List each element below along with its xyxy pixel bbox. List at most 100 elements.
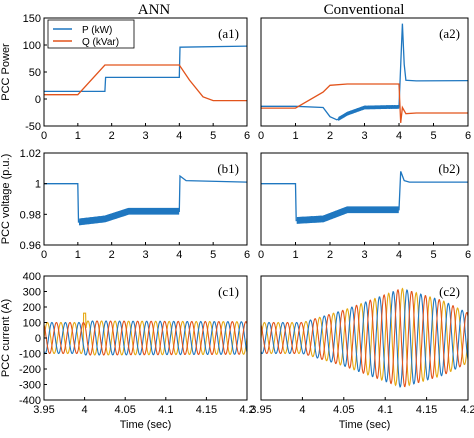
x-tick-label: 6 [244, 249, 250, 261]
x-tick-label: 5 [210, 130, 216, 142]
x-tick-label: 3 [361, 249, 367, 261]
x-tick-label: 5 [430, 249, 436, 261]
data-c1 [44, 312, 247, 356]
data-a1 [44, 45, 247, 102]
voltage-ripple-band [78, 207, 180, 226]
y-tick-label: 1.02 [20, 148, 41, 160]
y-tick-label: 0 [35, 333, 41, 345]
x-tick-label: 4 [82, 404, 88, 416]
x-tick-label: 1 [292, 130, 298, 142]
x-axis-label: Time (sec) [120, 419, 172, 431]
x-tick-label: 2 [327, 249, 333, 261]
data-b1 [44, 174, 247, 226]
y-axis-label: PCC Power [0, 43, 12, 101]
phase-blue-line [44, 320, 247, 356]
phase-yellow-line [261, 287, 468, 387]
series-line-p [261, 23, 468, 121]
x-tick-label: 4 [176, 249, 182, 261]
phase-orange-line [44, 320, 247, 356]
y-tick-label: -50 [25, 121, 41, 133]
panel-label: (b2) [438, 161, 460, 176]
x-tick-label: 4.1 [378, 404, 393, 416]
x-axis-label: Time (sec) [339, 419, 391, 431]
axes-frame [260, 152, 469, 246]
y-tick-label: 200 [23, 302, 41, 314]
legend-entry: P (kW) [82, 25, 112, 36]
x-tick-label: 6 [244, 130, 250, 142]
y-tick-label: 0.98 [20, 209, 41, 221]
y-tick-label: 1 [35, 179, 41, 191]
x-tick-label: 4 [396, 249, 402, 261]
phase-blue-line [261, 289, 468, 388]
x-tick-label: 4.2 [460, 404, 474, 416]
x-tick-label: 3 [142, 130, 148, 142]
panel-label: (b1) [217, 161, 239, 176]
y-tick-label: 100 [23, 40, 41, 52]
x-tick-label: 4 [396, 130, 402, 142]
data-b2 [261, 171, 468, 224]
y-tick-label: -300 [19, 380, 41, 392]
x-tick-label: 3.95 [33, 404, 54, 416]
x-tick-label: 5 [210, 249, 216, 261]
power-ripple-band [338, 104, 400, 121]
data-a2 [261, 23, 468, 123]
y-tick-label: 300 [23, 287, 41, 299]
x-tick-label: 1 [292, 249, 298, 261]
x-tick-label: 4.1 [158, 404, 173, 416]
series-line-0 [44, 174, 247, 223]
x-tick-label: 6 [465, 249, 471, 261]
panel-label: (a2) [439, 26, 460, 41]
x-tick-label: 4 [299, 404, 305, 416]
y-tick-label: 0.96 [20, 240, 41, 252]
x-tick-label: 2 [109, 249, 115, 261]
y-tick-label: 50 [29, 67, 41, 79]
panel-label: (a1) [218, 26, 239, 41]
x-tick-label: 4.2 [239, 404, 254, 416]
y-tick-label: -400 [19, 395, 41, 407]
panel-label: (c1) [218, 284, 239, 299]
column-title-ann: ANN [138, 2, 171, 18]
legend-entry: Q (kVar) [82, 37, 119, 48]
data-c2 [261, 287, 468, 388]
x-tick-label: 3.95 [250, 404, 271, 416]
panel-c2: 3.95 4 4.05 4.1 4.15 4.2 (c2) Time (sec) [250, 275, 474, 431]
x-tick-label: 4 [176, 130, 182, 142]
panel-b2: 0 1 2 3 4 5 6 (b2) [258, 152, 471, 261]
panel-label: (c2) [439, 284, 460, 299]
panel-c1: 3.95 4 4.05 4.1 4.15 4.2 -400 -300 -200 -100 0 100 2… [0, 271, 255, 431]
series-line-q [261, 83, 468, 123]
x-tick-label: 4.15 [196, 404, 217, 416]
x-tick-label: 1 [75, 249, 81, 261]
series-line-q [44, 64, 247, 102]
y-tick-label: 400 [23, 271, 41, 283]
x-tick-label: 2 [109, 130, 115, 142]
legend-box [47, 19, 135, 49]
phase-orange-line [261, 289, 468, 388]
y-axis-label: PCC current (A) [0, 299, 12, 377]
column-title-conventional: Conventional [324, 2, 405, 18]
y-tick-label: 0 [35, 94, 41, 106]
x-tick-label: 4.05 [114, 404, 135, 416]
axes-frame [260, 275, 469, 401]
panel-b1: 0 1 2 3 4 5 6 0.96 0.98 1 1.02 (b1) PCC voltage (p.u… [0, 148, 250, 261]
x-tick-label: 6 [465, 130, 471, 142]
x-tick-label: 2 [327, 130, 333, 142]
y-tick-label: -200 [19, 364, 41, 376]
y-tick-label: 150 [23, 13, 41, 25]
x-tick-label: 3 [142, 249, 148, 261]
x-tick-label: 0 [258, 249, 264, 261]
panel-a2: 0 1 2 3 4 5 6 (a2) [258, 17, 471, 142]
x-tick-label: 0 [258, 130, 264, 142]
series-line-p [44, 45, 247, 93]
phase-yellow-line [44, 312, 247, 356]
axes-frame [260, 17, 469, 127]
x-tick-label: 0 [41, 130, 47, 142]
x-tick-label: 4.05 [333, 404, 354, 416]
y-tick-label: -100 [19, 349, 41, 361]
legend: P (kW)Q (kVar) [47, 19, 135, 49]
y-axis-label: PCC voltage (p.u.) [0, 154, 12, 244]
voltage-ripple-band [296, 206, 399, 224]
